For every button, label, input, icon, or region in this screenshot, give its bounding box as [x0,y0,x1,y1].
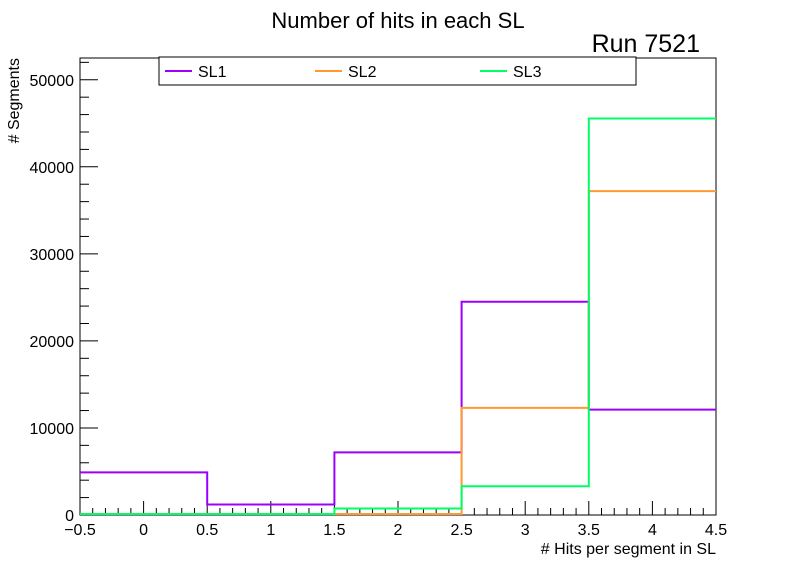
x-tick-label: 1 [266,522,275,539]
legend-label-sl2: SL2 [348,64,377,81]
x-tick-label: 3 [521,522,530,539]
series-sl2-line [80,190,716,515]
legend-label-sl1: SL1 [198,64,227,81]
x-axis-label: # Hits per segment in SL [541,541,716,558]
y-tick-label: 20000 [30,334,75,351]
plot-frame [79,57,717,516]
y-tick-label: 0 [65,508,74,525]
chart-title: Number of hits in each SL [271,8,524,33]
x-tick-label: 4 [648,522,657,539]
x-tick-label: 0.5 [196,522,218,539]
x-tick-label: 3.5 [578,522,600,539]
x-tick-label: 2 [394,522,403,539]
legend-box [158,56,637,86]
y-tick-label: 40000 [30,160,75,177]
legend: SL1 SL2 SL3 [158,56,637,86]
series-sl3-line [80,117,716,515]
y-tick-label: 30000 [30,247,75,264]
y-tick-label: 10000 [30,421,75,438]
legend-label-sl3: SL3 [513,64,542,81]
x-tick-label: 1.5 [323,522,345,539]
x-tick-label: 2.5 [450,522,472,539]
x-tick-label: −0.5 [64,522,96,539]
series-sl1-line [80,300,716,506]
x-tick-label: 4.5 [705,522,727,539]
x-tick-label: 0 [139,522,148,539]
y-axis-label: # Segments [6,58,23,143]
run-label: Run 7521 [592,30,700,58]
y-tick-label: 50000 [30,73,75,90]
